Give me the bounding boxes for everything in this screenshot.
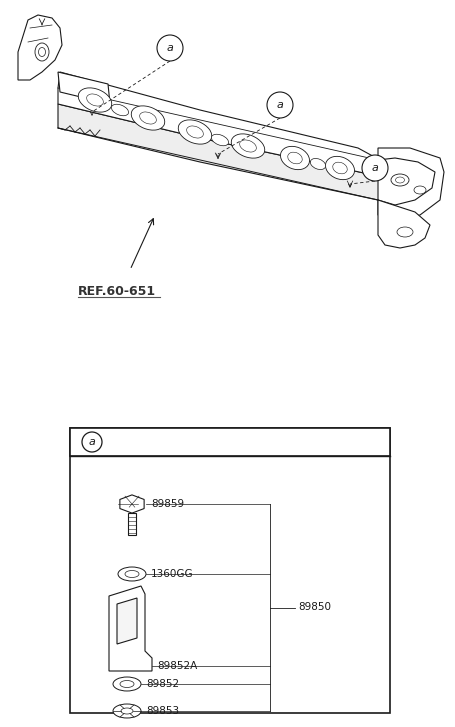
Ellipse shape <box>78 88 111 112</box>
Ellipse shape <box>86 94 103 106</box>
Text: 89850: 89850 <box>298 603 330 613</box>
Polygon shape <box>18 15 62 80</box>
Ellipse shape <box>118 567 146 581</box>
Text: a: a <box>88 437 95 447</box>
Polygon shape <box>377 200 429 248</box>
Ellipse shape <box>131 106 164 130</box>
Ellipse shape <box>280 146 309 169</box>
Ellipse shape <box>121 708 133 714</box>
Circle shape <box>82 432 102 452</box>
Ellipse shape <box>178 120 211 144</box>
Polygon shape <box>128 513 136 535</box>
Ellipse shape <box>231 134 264 158</box>
Ellipse shape <box>396 227 412 237</box>
Circle shape <box>157 35 182 61</box>
Ellipse shape <box>120 680 134 688</box>
Text: REF.60-651: REF.60-651 <box>78 285 156 298</box>
Text: 89852: 89852 <box>146 679 179 689</box>
Ellipse shape <box>287 152 302 164</box>
Ellipse shape <box>35 43 49 61</box>
Ellipse shape <box>113 704 141 718</box>
Ellipse shape <box>139 112 156 124</box>
Circle shape <box>267 92 293 118</box>
Ellipse shape <box>325 156 354 180</box>
Circle shape <box>361 155 387 181</box>
Text: a: a <box>166 43 173 53</box>
Text: 89853: 89853 <box>146 706 179 716</box>
Polygon shape <box>58 104 377 200</box>
Bar <box>70 428 389 713</box>
Polygon shape <box>109 586 152 671</box>
Polygon shape <box>120 495 144 513</box>
Ellipse shape <box>390 174 408 186</box>
Polygon shape <box>58 72 379 176</box>
Text: 89859: 89859 <box>151 499 184 509</box>
Polygon shape <box>117 598 136 644</box>
Ellipse shape <box>186 126 203 138</box>
Ellipse shape <box>394 177 404 183</box>
Ellipse shape <box>332 162 347 174</box>
Ellipse shape <box>310 158 325 169</box>
Polygon shape <box>58 72 110 104</box>
Polygon shape <box>377 148 443 220</box>
Ellipse shape <box>125 571 139 577</box>
Bar <box>70 428 389 456</box>
Ellipse shape <box>413 186 425 194</box>
Ellipse shape <box>239 140 256 152</box>
Ellipse shape <box>211 134 228 145</box>
Text: 89852A: 89852A <box>157 661 197 671</box>
Text: 1360GG: 1360GG <box>151 569 193 579</box>
Text: a: a <box>371 163 378 173</box>
Text: a: a <box>276 100 283 110</box>
Ellipse shape <box>111 104 128 116</box>
Ellipse shape <box>113 677 141 691</box>
Ellipse shape <box>38 47 46 57</box>
